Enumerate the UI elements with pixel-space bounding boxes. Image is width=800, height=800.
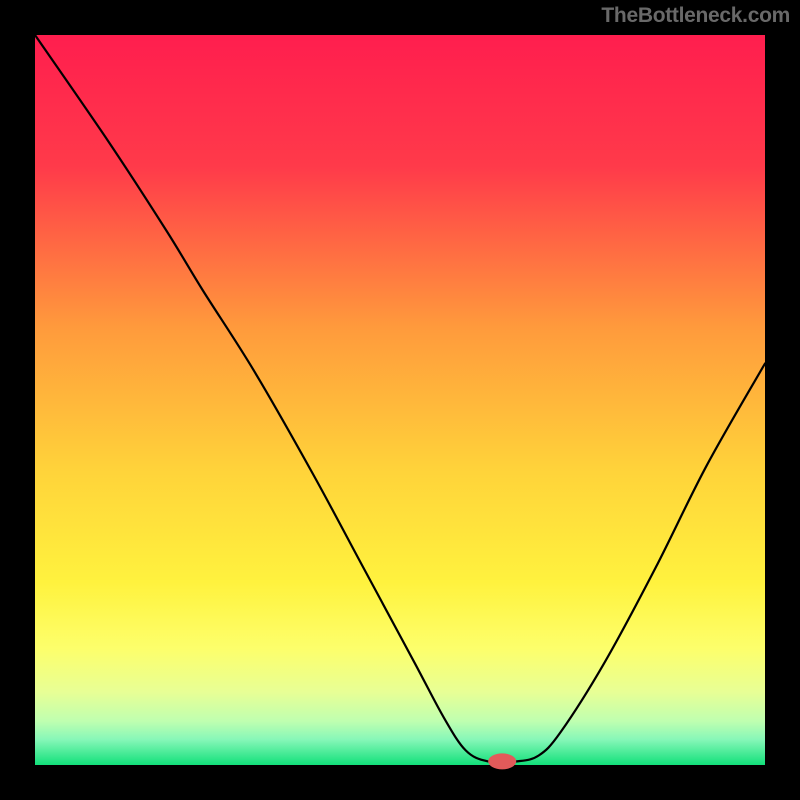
watermark-text: TheBottleneck.com <box>601 4 790 28</box>
bottleneck-chart: TheBottleneck.com <box>0 0 800 800</box>
chart-svg <box>0 0 800 800</box>
minimum-marker <box>488 753 516 769</box>
plot-area <box>35 35 765 765</box>
